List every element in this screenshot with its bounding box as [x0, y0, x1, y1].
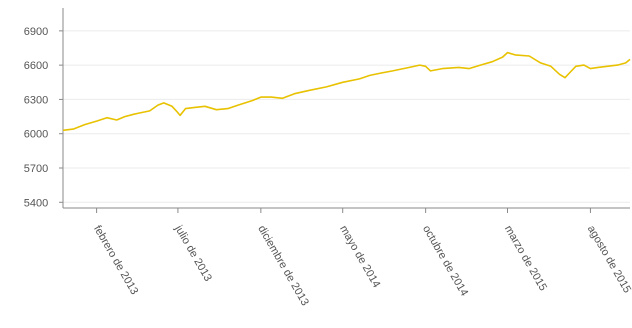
series-line — [62, 51, 631, 132]
y-tick-label: 6900 — [24, 26, 48, 38]
x-axis: febrero de 2013 julio de 2013 diciembre de… — [63, 207, 632, 308]
x-tick-label: diciembre de 2013 — [255, 224, 311, 308]
grid — [63, 30, 630, 203]
x-tick-label: agosto de 2015 — [585, 224, 632, 296]
y-tick-label: 5400 — [24, 197, 48, 209]
y-tick-label: 6000 — [24, 129, 48, 141]
plot-area — [62, 51, 631, 132]
y-tick-label: 6300 — [24, 94, 48, 106]
y-axis: 5400 5700 6000 6300 6600 6900 — [24, 8, 64, 209]
y-tick-label: 6600 — [24, 60, 48, 72]
x-tick-label: febrero de 2013 — [91, 224, 140, 297]
x-tick-label: mayo de 2014 — [337, 224, 382, 290]
y-tick-label: 5700 — [24, 163, 48, 175]
x-tick-label: marzo de 2015 — [502, 224, 549, 294]
x-tick-label: julio de 2013 — [172, 223, 214, 284]
x-tick-label: octubre de 2014 — [420, 224, 470, 299]
